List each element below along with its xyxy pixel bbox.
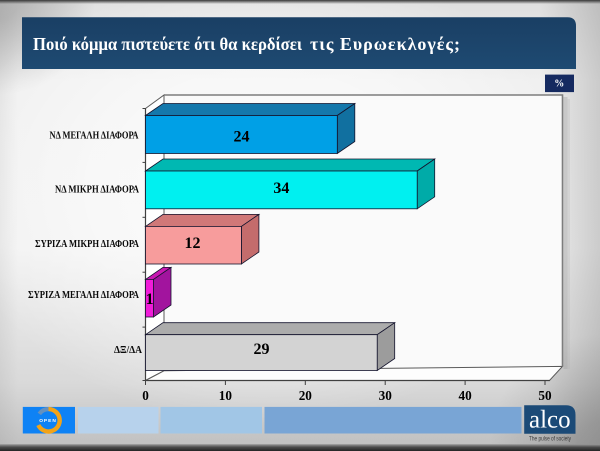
svg-text:24: 24	[234, 129, 250, 146]
svg-text:20: 20	[299, 388, 313, 403]
svg-text:30: 30	[379, 388, 393, 403]
svg-text:The pulse of society: The pulse of society	[529, 435, 572, 442]
svg-text:34: 34	[273, 180, 289, 197]
svg-text:%: %	[554, 79, 564, 90]
svg-text:ΔΞ/ΔΑ: ΔΞ/ΔΑ	[114, 345, 143, 356]
svg-text:ΣΥΡΙΖΑ ΜΕΓΑΛΗ ΔΙΑΦΟΡΑ: ΣΥΡΙΖΑ ΜΕΓΑΛΗ ΔΙΑΦΟΡΑ	[28, 290, 140, 301]
svg-text:τις Ευρωεκλογές;: τις Ευρωεκλογές;	[310, 34, 460, 54]
svg-text:12: 12	[185, 235, 201, 252]
svg-text:1: 1	[146, 291, 154, 308]
svg-text:29: 29	[254, 341, 270, 358]
svg-text:10: 10	[219, 388, 233, 403]
svg-text:0: 0	[142, 388, 149, 403]
svg-text:ΝΔ ΜΕΓΑΛΗ ΔΙΑΦΟΡΑ: ΝΔ ΜΕΓΑΛΗ ΔΙΑΦΟΡΑ	[50, 130, 140, 141]
svg-text:ΣΥΡΙΖΑ ΜΙΚΡΗ ΔΙΑΦΟΡΑ: ΣΥΡΙΖΑ ΜΙΚΡΗ ΔΙΑΦΟΡΑ	[35, 239, 140, 250]
svg-text:alco: alco	[529, 405, 571, 434]
svg-text:40: 40	[459, 388, 473, 403]
svg-text:ΝΔ ΜΙΚΡΗ ΔΙΑΦΟΡΑ: ΝΔ ΜΙΚΡΗ ΔΙΑΦΟΡΑ	[55, 184, 140, 195]
svg-text:OPEN: OPEN	[39, 418, 57, 424]
svg-text:Ποιό κόμμα πιστεύετε ότι θα κε: Ποιό κόμμα πιστεύετε ότι θα κερδίσει	[33, 34, 302, 54]
svg-text:50: 50	[538, 388, 552, 403]
